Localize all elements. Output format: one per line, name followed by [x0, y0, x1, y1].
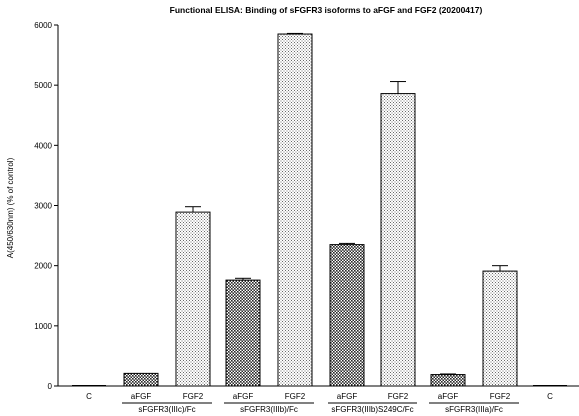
x-tick-label: aFGF: [131, 392, 152, 401]
x-tick-label: C: [547, 392, 553, 401]
group-label: sFGFR3(IIIc)/Fc: [138, 405, 195, 414]
bar: [329, 244, 365, 387]
group-label: sFGFR3(IIIa)/Fc: [445, 405, 503, 414]
x-tick-label: FGF2: [183, 392, 204, 401]
bar: [225, 279, 261, 387]
bar: [123, 372, 159, 387]
y-tick-label: 0: [48, 382, 53, 391]
x-tick-label: FGF2: [490, 392, 511, 401]
x-tick-label: C: [86, 392, 92, 401]
y-tick-label: 1000: [34, 322, 52, 331]
bar: [482, 270, 518, 387]
y-tick-label: 5000: [34, 81, 52, 90]
x-tick-label: aFGF: [337, 392, 358, 401]
x-tick-label: FGF2: [285, 392, 306, 401]
group-label: sFGFR3(IIIb)/Fc: [240, 405, 298, 414]
y-axis-label: A(450/630nm) (% of control): [6, 157, 15, 258]
y-tick-label: 3000: [34, 202, 52, 211]
y-tick-label: 4000: [34, 141, 52, 150]
bar: [380, 93, 416, 387]
y-tick-label: 6000: [34, 21, 52, 30]
bar: [277, 33, 313, 387]
bar: [175, 211, 211, 387]
x-tick-label: aFGF: [233, 392, 254, 401]
x-tick-label: aFGF: [438, 392, 459, 401]
chart-title: Functional ELISA: Binding of sFGFR3 isof…: [170, 5, 483, 15]
bars: [72, 32, 567, 387]
group-label: sFGFR3(IIIb)S249C/Fc: [331, 405, 413, 414]
x-tick-label: FGF2: [388, 392, 409, 401]
y-tick-label: 2000: [34, 262, 52, 271]
bar: [430, 374, 466, 387]
